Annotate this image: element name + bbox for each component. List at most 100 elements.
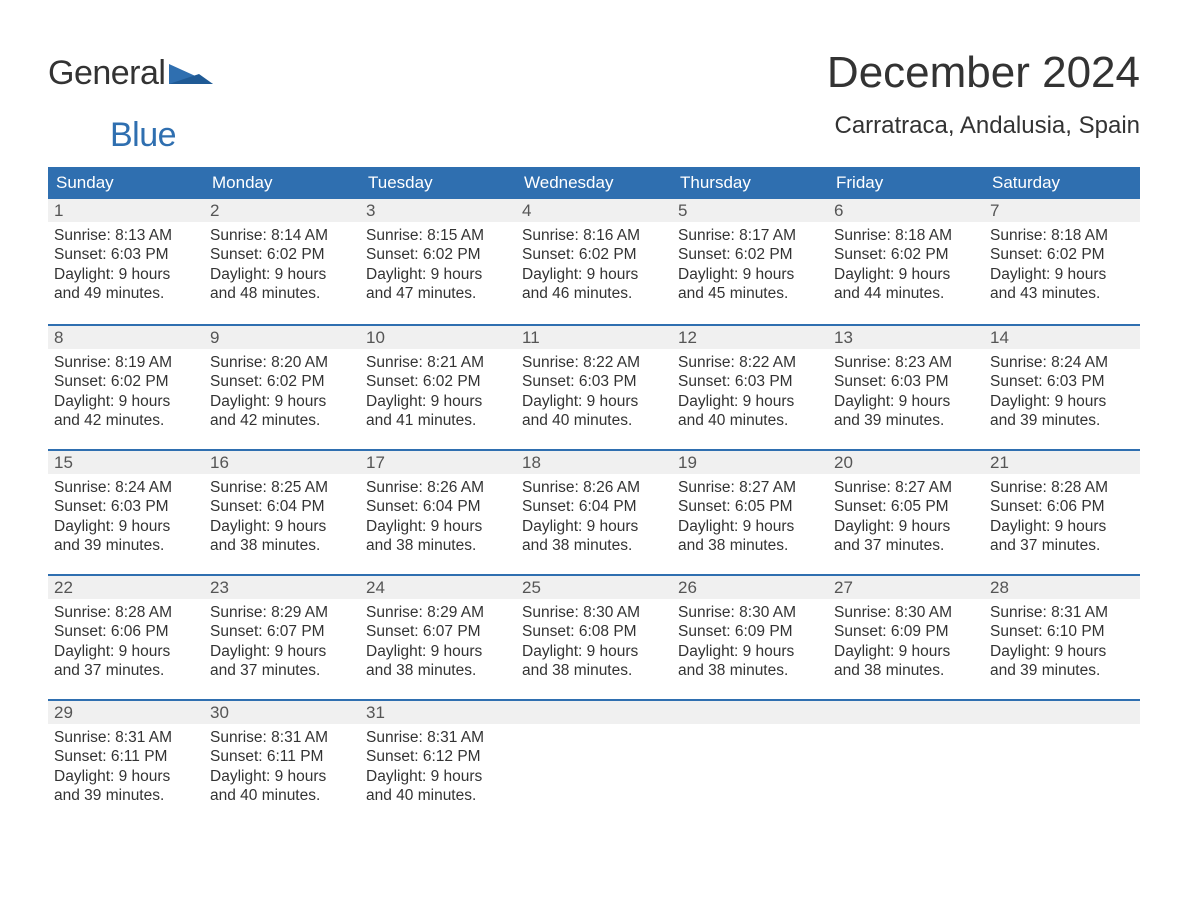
day-line: Sunset: 6:09 PM xyxy=(678,622,822,641)
day-line: Sunrise: 8:22 AM xyxy=(678,353,822,372)
day-line: Sunrise: 8:21 AM xyxy=(366,353,510,372)
day-cell: 15Sunrise: 8:24 AMSunset: 6:03 PMDayligh… xyxy=(48,449,204,574)
weekday-header: Wednesday xyxy=(516,167,672,199)
day-line: Daylight: 9 hours xyxy=(522,517,666,536)
day-number: 17 xyxy=(360,449,516,474)
day-body: Sunrise: 8:18 AMSunset: 6:02 PMDaylight:… xyxy=(828,222,984,308)
day-line: Daylight: 9 hours xyxy=(990,517,1134,536)
day-cell: 10Sunrise: 8:21 AMSunset: 6:02 PMDayligh… xyxy=(360,324,516,449)
day-cell: 18 Sunrise: 8:26 AMSunset: 6:04 PMDayligh… xyxy=(516,449,672,574)
day-line: Sunset: 6:03 PM xyxy=(678,372,822,391)
day-line: Daylight: 9 hours xyxy=(54,517,198,536)
day-line: Sunrise: 8:17 AM xyxy=(678,226,822,245)
month-title: December 2024 xyxy=(827,48,1140,98)
day-body: Sunrise: 8:18 AMSunset: 6:02 PMDaylight:… xyxy=(984,222,1140,308)
day-line: Sunset: 6:03 PM xyxy=(990,372,1134,391)
day-line: Sunset: 6:02 PM xyxy=(54,372,198,391)
day-number: 14 xyxy=(984,324,1140,349)
day-cell: 12Sunrise: 8:22 AMSunset: 6:03 PMDayligh… xyxy=(672,324,828,449)
day-line: Sunrise: 8:30 AM xyxy=(834,603,978,622)
week-row: 22Sunrise: 8:28 AMSunset: 6:06 PMDayligh… xyxy=(48,574,1140,699)
day-line: Daylight: 9 hours xyxy=(54,767,198,786)
day-line: and 40 minutes. xyxy=(678,411,822,430)
day-cell xyxy=(828,699,984,824)
day-line: and 39 minutes. xyxy=(54,786,198,805)
day-line: and 38 minutes. xyxy=(834,661,978,680)
day-cell: 20Sunrise: 8:27 AMSunset: 6:05 PMDayligh… xyxy=(828,449,984,574)
day-line: Sunset: 6:08 PM xyxy=(522,622,666,641)
day-body: Sunrise: 8:28 AMSunset: 6:06 PMDaylight:… xyxy=(48,599,204,685)
day-line: and 40 minutes. xyxy=(210,786,354,805)
day-number: 28 xyxy=(984,574,1140,599)
day-line: and 43 minutes. xyxy=(990,284,1134,303)
day-line: Daylight: 9 hours xyxy=(210,265,354,284)
day-line: Sunrise: 8:13 AM xyxy=(54,226,198,245)
day-line: Sunrise: 8:14 AM xyxy=(210,226,354,245)
calendar-page: General December 2024 Carratraca, Andalu… xyxy=(0,0,1188,918)
day-line: and 38 minutes. xyxy=(210,536,354,555)
calendar: Sunday Monday Tuesday Wednesday Thursday… xyxy=(48,167,1140,824)
day-cell: 7Sunrise: 8:18 AMSunset: 6:02 PMDaylight… xyxy=(984,199,1140,324)
day-body: Sunrise: 8:26 AMSunset: 6:04 PMDaylight:… xyxy=(360,474,516,560)
title-block: December 2024 Carratraca, Andalusia, Spa… xyxy=(827,48,1140,140)
day-cell: 24Sunrise: 8:29 AMSunset: 6:07 PMDayligh… xyxy=(360,574,516,699)
day-line: and 38 minutes. xyxy=(678,661,822,680)
day-line: Sunset: 6:03 PM xyxy=(54,497,198,516)
day-body: Sunrise: 8:30 AMSunset: 6:09 PMDaylight:… xyxy=(828,599,984,685)
day-line: Daylight: 9 hours xyxy=(522,642,666,661)
day-line: Sunset: 6:04 PM xyxy=(366,497,510,516)
day-number: 19 xyxy=(672,449,828,474)
day-cell: 13Sunrise: 8:23 AMSunset: 6:03 PMDayligh… xyxy=(828,324,984,449)
day-line: Sunset: 6:02 PM xyxy=(210,245,354,264)
day-line: Daylight: 9 hours xyxy=(522,392,666,411)
day-line: Sunset: 6:04 PM xyxy=(522,497,666,516)
day-cell: 1Sunrise: 8:13 AMSunset: 6:03 PMDaylight… xyxy=(48,199,204,324)
day-line: and 37 minutes. xyxy=(54,661,198,680)
day-cell: 2Sunrise: 8:14 AMSunset: 6:02 PMDaylight… xyxy=(204,199,360,324)
day-line: Sunset: 6:05 PM xyxy=(834,497,978,516)
day-cell: 4Sunrise: 8:16 AMSunset: 6:02 PMDaylight… xyxy=(516,199,672,324)
day-number: 2 xyxy=(204,199,360,222)
day-cell: 17Sunrise: 8:26 AMSunset: 6:04 PMDayligh… xyxy=(360,449,516,574)
day-body: Sunrise: 8:22 AMSunset: 6:03 PMDaylight:… xyxy=(672,349,828,435)
day-line: and 38 minutes. xyxy=(366,536,510,555)
day-line: Sunrise: 8:30 AM xyxy=(522,603,666,622)
logo-text-blue: Blue xyxy=(110,116,176,154)
day-body: Sunrise: 8:14 AMSunset: 6:02 PMDaylight:… xyxy=(204,222,360,308)
day-line: Sunrise: 8:23 AM xyxy=(834,353,978,372)
day-line: Daylight: 9 hours xyxy=(210,767,354,786)
day-number: 1 xyxy=(48,199,204,222)
day-number: 18 xyxy=(516,449,672,474)
day-number: 6 xyxy=(828,199,984,222)
week-row: 15Sunrise: 8:24 AMSunset: 6:03 PMDayligh… xyxy=(48,449,1140,574)
day-line: Sunset: 6:02 PM xyxy=(366,372,510,391)
day-line: and 45 minutes. xyxy=(678,284,822,303)
day-line: Daylight: 9 hours xyxy=(990,392,1134,411)
day-cell: 9Sunrise: 8:20 AMSunset: 6:02 PMDaylight… xyxy=(204,324,360,449)
day-line: Sunrise: 8:26 AM xyxy=(366,478,510,497)
day-number xyxy=(516,699,672,724)
day-line: Sunrise: 8:16 AM xyxy=(522,226,666,245)
day-line: Sunrise: 8:26 AM xyxy=(522,478,666,497)
day-line: Sunrise: 8:24 AM xyxy=(990,353,1134,372)
week-row: 8Sunrise: 8:19 AMSunset: 6:02 PMDaylight… xyxy=(48,324,1140,449)
day-number: 31 xyxy=(360,699,516,724)
day-number: 12 xyxy=(672,324,828,349)
day-line: Daylight: 9 hours xyxy=(210,642,354,661)
day-line: Sunrise: 8:29 AM xyxy=(210,603,354,622)
day-line: Sunrise: 8:28 AM xyxy=(54,603,198,622)
day-line: Sunrise: 8:31 AM xyxy=(366,728,510,747)
day-line: and 37 minutes. xyxy=(834,536,978,555)
day-body: Sunrise: 8:31 AMSunset: 6:12 PMDaylight:… xyxy=(360,724,516,810)
weekday-header: Monday xyxy=(204,167,360,199)
day-body: Sunrise: 8:15 AMSunset: 6:02 PMDaylight:… xyxy=(360,222,516,308)
day-line: and 42 minutes. xyxy=(54,411,198,430)
day-line: Sunrise: 8:31 AM xyxy=(210,728,354,747)
day-line: and 38 minutes. xyxy=(678,536,822,555)
day-body: Sunrise: 8:20 AMSunset: 6:02 PMDaylight:… xyxy=(204,349,360,435)
day-line: Daylight: 9 hours xyxy=(366,265,510,284)
day-number: 8 xyxy=(48,324,204,349)
day-line: and 47 minutes. xyxy=(366,284,510,303)
day-line: Sunrise: 8:28 AM xyxy=(990,478,1134,497)
day-line: Daylight: 9 hours xyxy=(366,767,510,786)
